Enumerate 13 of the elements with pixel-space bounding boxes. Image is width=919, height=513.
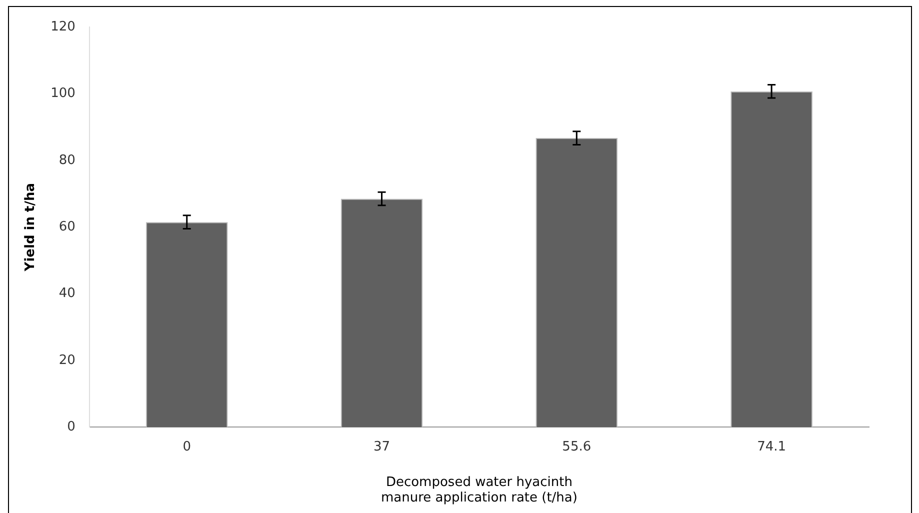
- x-tick-label: 74.1: [757, 439, 786, 454]
- y-tick-label: 40: [58, 286, 76, 302]
- y-tick-label: 60: [58, 219, 76, 234]
- x-tick-label: 0: [182, 439, 191, 454]
- y-axis-title: Yield in t/ha: [23, 183, 38, 272]
- x-tick-label: 55.6: [562, 439, 592, 454]
- y-tick-label: 100: [50, 86, 76, 102]
- y-tick-label: 80: [58, 152, 76, 168]
- x-tick-label: 37: [373, 439, 390, 454]
- y-tick-label: 120: [50, 19, 76, 34]
- x-axis-title: Decomposed water hyacinth manure application rate (t/ha): [380, 474, 578, 506]
- y-tick-label: 0: [67, 420, 76, 435]
- y-tick-label: 20: [58, 352, 76, 368]
